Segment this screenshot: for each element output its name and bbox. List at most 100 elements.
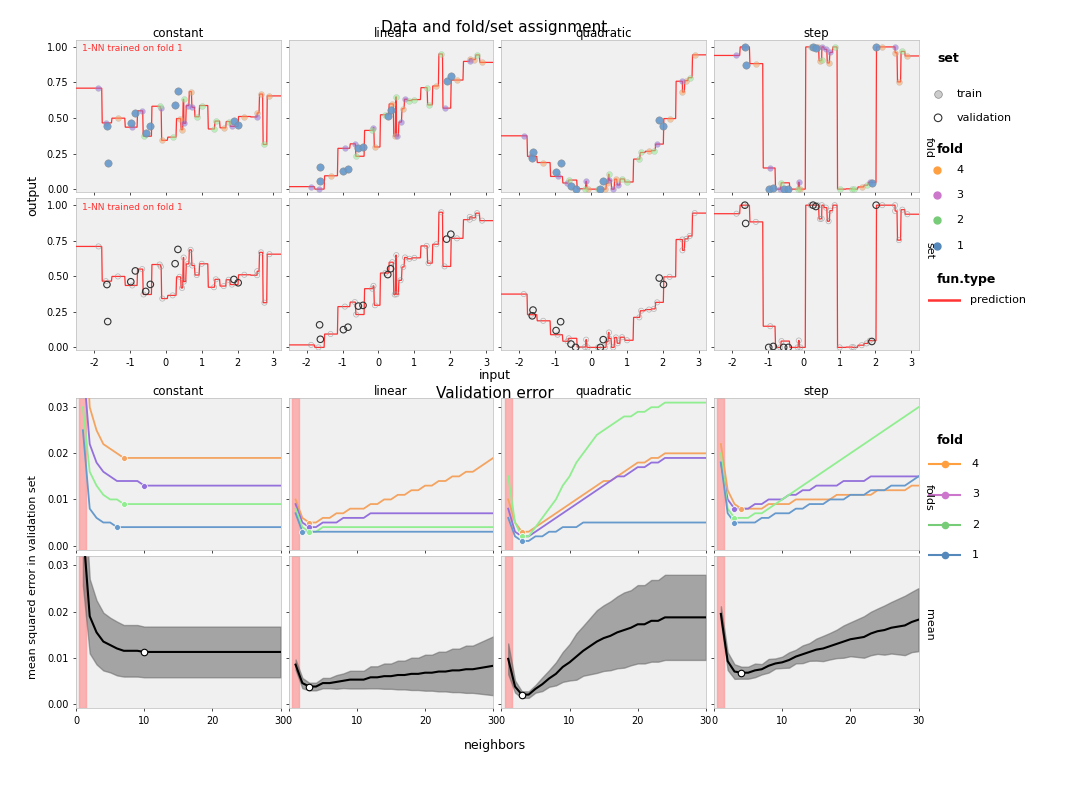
Point xyxy=(229,118,247,131)
Text: fold: fold xyxy=(937,434,964,447)
Bar xyxy=(292,398,299,550)
Point xyxy=(844,341,861,353)
Point xyxy=(677,232,695,245)
Point xyxy=(600,168,617,181)
Point xyxy=(762,320,779,333)
Text: 2: 2 xyxy=(972,520,979,529)
Point xyxy=(135,288,152,301)
Point xyxy=(599,177,616,189)
Point xyxy=(135,130,152,142)
Point xyxy=(640,145,658,158)
Point xyxy=(115,451,133,464)
Point xyxy=(853,339,871,352)
Point xyxy=(420,99,437,111)
Point xyxy=(124,279,141,292)
Point xyxy=(1084,441,1087,454)
Point xyxy=(109,270,126,283)
Point xyxy=(1019,22,1036,35)
Bar xyxy=(79,398,86,550)
Text: 4: 4 xyxy=(972,459,979,469)
Point xyxy=(1084,501,1087,514)
Point xyxy=(1008,105,1025,118)
Bar xyxy=(504,556,512,708)
Point xyxy=(428,80,446,92)
Point xyxy=(382,104,399,117)
Point xyxy=(845,341,862,353)
Point xyxy=(513,525,530,538)
Point xyxy=(395,103,412,115)
Point xyxy=(376,267,393,279)
Point xyxy=(236,110,253,123)
Point xyxy=(382,263,399,275)
Point xyxy=(548,324,565,337)
Point xyxy=(886,199,903,212)
Point xyxy=(1084,411,1087,423)
Point xyxy=(735,41,752,53)
Point xyxy=(310,183,327,196)
Point xyxy=(90,240,108,253)
Point xyxy=(151,100,168,112)
Point xyxy=(845,183,862,196)
Point xyxy=(735,199,752,212)
Point xyxy=(515,287,533,300)
Point xyxy=(137,285,154,298)
Point xyxy=(764,181,782,194)
Point xyxy=(820,57,837,69)
Point xyxy=(674,244,691,256)
Point xyxy=(366,298,384,311)
Point xyxy=(867,41,885,53)
Point xyxy=(736,199,753,212)
Point xyxy=(577,334,595,346)
Point xyxy=(252,246,270,259)
Point xyxy=(772,183,789,196)
Point xyxy=(109,111,126,124)
Point xyxy=(261,89,278,102)
Point xyxy=(170,243,187,256)
Point xyxy=(220,115,237,128)
Point xyxy=(90,82,108,95)
Point xyxy=(300,680,317,693)
Point xyxy=(600,332,617,345)
Point xyxy=(650,271,667,284)
Point xyxy=(127,107,145,119)
Point xyxy=(650,113,667,126)
Point xyxy=(401,94,418,107)
Text: mean: mean xyxy=(924,609,934,641)
Point xyxy=(465,212,483,224)
Text: fun.type: fun.type xyxy=(937,273,997,286)
Point xyxy=(420,257,437,270)
Point xyxy=(99,157,116,170)
Point xyxy=(261,248,278,260)
Title: linear: linear xyxy=(374,27,408,40)
Point xyxy=(397,93,414,106)
Point xyxy=(524,146,541,158)
Point xyxy=(737,59,754,72)
Point xyxy=(654,278,672,291)
Point xyxy=(633,304,650,317)
Title: constant: constant xyxy=(152,27,204,40)
Point xyxy=(661,112,678,125)
Point xyxy=(613,173,630,185)
Point xyxy=(646,144,663,157)
Point xyxy=(747,216,764,228)
Text: 1-NN trained on fold 1: 1-NN trained on fold 1 xyxy=(83,45,183,53)
Point xyxy=(890,76,908,88)
Point xyxy=(376,108,393,121)
Point xyxy=(595,175,612,188)
Point xyxy=(152,102,170,115)
Point xyxy=(418,81,436,94)
Title: quadratic: quadratic xyxy=(575,385,632,398)
Text: 1: 1 xyxy=(957,241,963,251)
Point xyxy=(205,281,223,294)
Point xyxy=(386,288,403,301)
Point xyxy=(791,183,809,196)
Point xyxy=(152,260,170,273)
Point xyxy=(811,213,828,225)
Point xyxy=(579,183,597,196)
Point xyxy=(811,54,828,67)
Point xyxy=(348,150,365,162)
Point xyxy=(122,275,139,288)
Point xyxy=(737,217,754,230)
Point xyxy=(384,256,401,268)
Text: set: set xyxy=(924,242,934,259)
